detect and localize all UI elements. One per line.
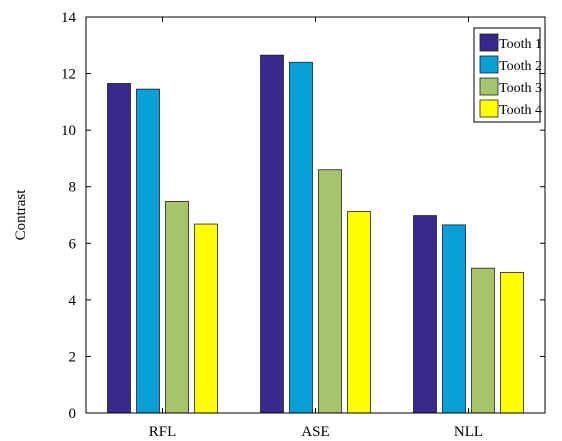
y-tick-label: 12 xyxy=(61,67,76,83)
bar-ase-tooth-4 xyxy=(347,211,371,414)
bar-nll-tooth-4 xyxy=(500,272,524,414)
bar-nll-tooth-3 xyxy=(471,267,495,414)
y-axis-label: Contrast xyxy=(13,189,29,241)
y-tick-label: 6 xyxy=(69,236,77,252)
legend-label-tooth-3: Tooth 3 xyxy=(499,81,542,96)
ticks-group: 0 2 4 6 8 10 12 14 RFL ASE NLL xyxy=(61,10,545,440)
bar-rfl-tooth-3 xyxy=(165,201,189,414)
x-tick-label-nll: NLL xyxy=(454,424,483,440)
bar-rfl-tooth-1 xyxy=(107,83,131,414)
legend-label-tooth-2: Tooth 2 xyxy=(499,59,542,74)
y-tick-label: 10 xyxy=(61,123,76,139)
y-tick-label: 14 xyxy=(61,10,77,26)
legend-label-tooth-4: Tooth 4 xyxy=(499,103,542,118)
y-tick-label: 4 xyxy=(69,293,77,309)
bars-group xyxy=(107,54,524,414)
bar-ase-tooth-1 xyxy=(260,54,284,414)
y-tick-label: 0 xyxy=(69,406,77,422)
legend-swatch-tooth-1 xyxy=(479,33,499,52)
legend: Tooth 1 Tooth 2 Tooth 3 Tooth 4 xyxy=(473,27,542,123)
y-tick-label: 8 xyxy=(69,180,77,196)
bar-rfl-tooth-4 xyxy=(194,223,218,414)
legend-swatch-tooth-2 xyxy=(479,55,499,74)
legend-swatch-tooth-3 xyxy=(479,77,499,96)
bar-rfl-tooth-2 xyxy=(136,88,160,414)
bar-ase-tooth-3 xyxy=(318,169,342,414)
bar-nll-tooth-2 xyxy=(442,224,466,414)
x-tick-label-rfl: RFL xyxy=(149,424,177,440)
legend-label-tooth-1: Tooth 1 xyxy=(499,37,542,52)
x-tick-label-ase: ASE xyxy=(301,424,329,440)
y-tick-label: 2 xyxy=(69,349,77,365)
bar-ase-tooth-2 xyxy=(289,61,313,414)
bar-nll-tooth-1 xyxy=(413,215,437,414)
legend-swatch-tooth-4 xyxy=(479,99,499,118)
